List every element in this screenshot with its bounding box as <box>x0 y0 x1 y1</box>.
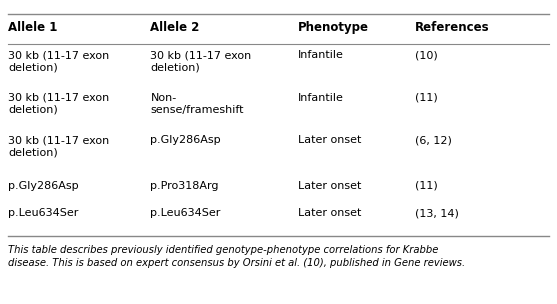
Text: p.Gly286Asp: p.Gly286Asp <box>150 135 221 145</box>
Text: Infantile: Infantile <box>298 50 344 60</box>
Text: (11): (11) <box>415 93 438 103</box>
Text: Infantile: Infantile <box>298 93 344 103</box>
Text: (6, 12): (6, 12) <box>415 135 452 145</box>
Text: 30 kb (11-17 exon
deletion): 30 kb (11-17 exon deletion) <box>8 135 110 157</box>
Text: 30 kb (11-17 exon
deletion): 30 kb (11-17 exon deletion) <box>8 50 110 72</box>
Text: Phenotype: Phenotype <box>298 21 369 34</box>
Text: Allele 2: Allele 2 <box>150 21 200 34</box>
Text: (13, 14): (13, 14) <box>415 208 459 218</box>
Text: Later onset: Later onset <box>298 135 361 145</box>
Text: p.Gly286Asp: p.Gly286Asp <box>8 181 79 191</box>
Text: (10): (10) <box>415 50 438 60</box>
Text: Later onset: Later onset <box>298 208 361 218</box>
Text: Allele 1: Allele 1 <box>8 21 58 34</box>
Text: p.Leu634Ser: p.Leu634Ser <box>150 208 221 218</box>
Text: Later onset: Later onset <box>298 181 361 191</box>
Text: p.Leu634Ser: p.Leu634Ser <box>8 208 79 218</box>
Text: 30 kb (11-17 exon
deletion): 30 kb (11-17 exon deletion) <box>150 50 252 72</box>
Text: References: References <box>415 21 490 34</box>
Text: 30 kb (11-17 exon
deletion): 30 kb (11-17 exon deletion) <box>8 93 110 115</box>
Text: p.Pro318Arg: p.Pro318Arg <box>150 181 219 191</box>
Text: This table describes previously identified genotype-phenotype correlations for K: This table describes previously identifi… <box>8 245 466 268</box>
Text: Non-
sense/frameshift: Non- sense/frameshift <box>150 93 244 115</box>
Text: (11): (11) <box>415 181 438 191</box>
